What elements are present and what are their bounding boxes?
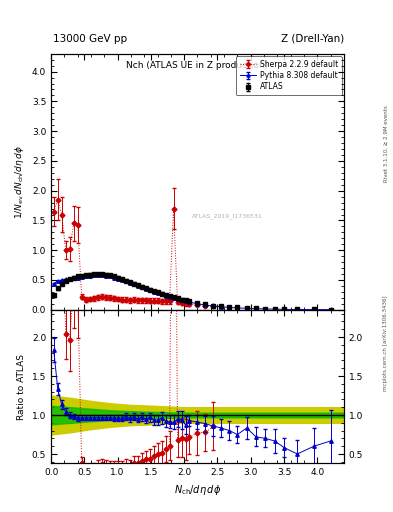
Text: Z (Drell-Yan): Z (Drell-Yan) [281,33,344,44]
X-axis label: $N_\mathregular{ch}/d\eta\, d\phi$: $N_\mathregular{ch}/d\eta\, d\phi$ [174,483,221,497]
Text: ATLAS_2019_I1736531: ATLAS_2019_I1736531 [192,214,263,219]
Legend: Sherpa 2.2.9 default, Pythia 8.308 default, ATLAS: Sherpa 2.2.9 default, Pythia 8.308 defau… [236,56,342,95]
Text: Nch (ATLAS UE in Z production): Nch (ATLAS UE in Z production) [127,61,268,71]
Text: mcplots.cern.ch [arXiv:1306.3436]: mcplots.cern.ch [arXiv:1306.3436] [384,295,388,391]
Text: Rivet 3.1.10, ≥ 2.9M events: Rivet 3.1.10, ≥ 2.9M events [384,105,388,182]
Y-axis label: $1/N_\mathregular{ev}\, dN_\mathregular{ch}/d\eta\, d\phi$: $1/N_\mathregular{ev}\, dN_\mathregular{… [13,145,26,219]
Y-axis label: Ratio to ATLAS: Ratio to ATLAS [17,354,26,419]
Text: 13000 GeV pp: 13000 GeV pp [53,33,127,44]
